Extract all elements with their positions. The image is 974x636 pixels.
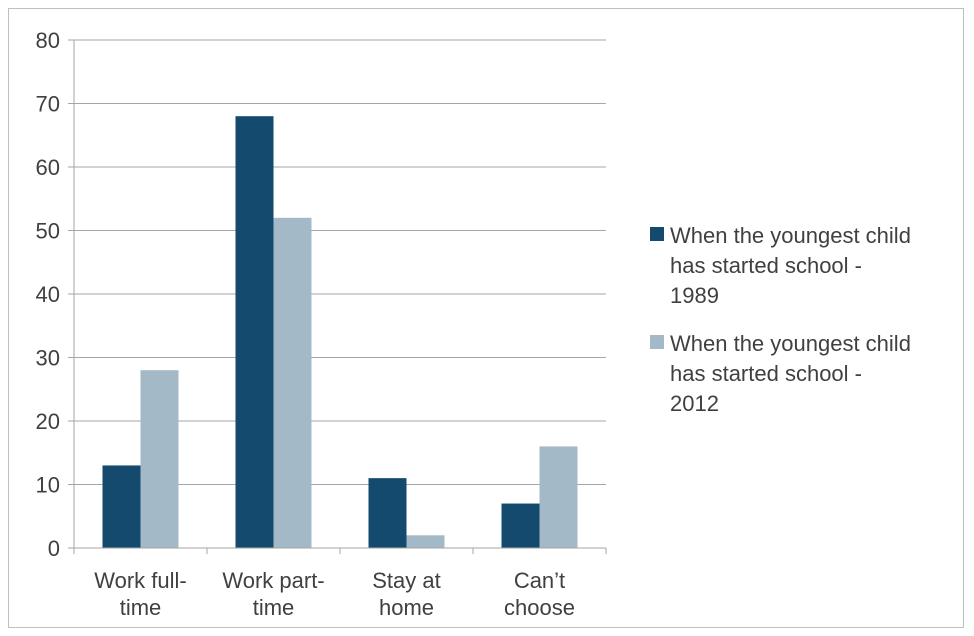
bar-series2-2: [273, 217, 312, 549]
legend-swatch-2: [650, 335, 664, 349]
y-tick-label: 80: [36, 28, 60, 53]
bar-series1-2: [235, 116, 274, 548]
y-tick-label: 10: [36, 473, 60, 498]
bar-series1-1: [102, 465, 141, 548]
x-category-label: choose: [504, 595, 575, 620]
x-category-label: Can’t: [514, 568, 565, 593]
bar-series2-3: [406, 535, 445, 548]
legend-label-1: 1989: [670, 283, 719, 308]
x-category-label: Stay at: [372, 568, 440, 593]
y-tick-label: 60: [36, 155, 60, 180]
bar-series2-1: [140, 370, 179, 548]
y-tick-label: 30: [36, 346, 60, 371]
y-tick-label: 70: [36, 92, 60, 117]
y-tick-label: 50: [36, 219, 60, 244]
bar-series1-3: [368, 478, 407, 548]
legend-label-2: When the youngest child: [670, 331, 911, 356]
x-category-label: home: [379, 595, 434, 620]
bar-series1-4: [501, 503, 540, 548]
bars: [102, 116, 578, 549]
y-tick-label: 20: [36, 409, 60, 434]
legend-label-2: 2012: [670, 391, 719, 416]
x-category-label: time: [253, 595, 295, 620]
y-tick-label: 40: [36, 282, 60, 307]
y-axis: 0 10 20 30 40 50 60 70 80: [36, 28, 75, 561]
x-category-label: Work part-: [222, 568, 324, 593]
bar-series2-4: [539, 446, 578, 548]
legend-swatch-1: [650, 227, 664, 241]
legend-label-2: has started school -: [670, 361, 862, 386]
legend: When the youngest child has started schoo…: [650, 223, 911, 416]
legend-label-1: has started school -: [670, 253, 862, 278]
x-category-label: Work full-: [94, 568, 187, 593]
y-tick-label: 0: [48, 536, 60, 561]
x-category-label: time: [120, 595, 162, 620]
legend-label-1: When the youngest child: [670, 223, 911, 248]
